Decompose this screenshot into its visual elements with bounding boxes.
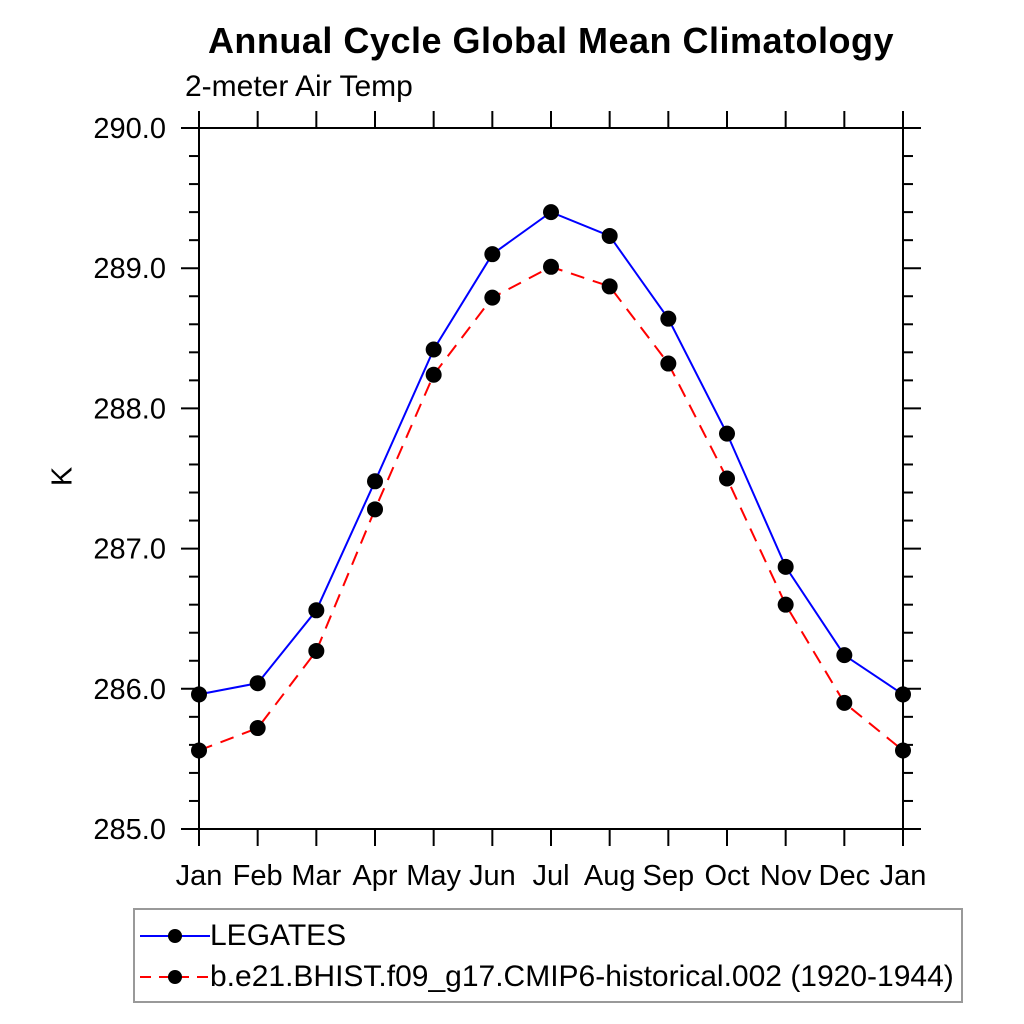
data-point-marker xyxy=(249,720,266,737)
data-point-marker xyxy=(719,425,735,442)
data-point-marker xyxy=(308,642,325,659)
data-point-marker xyxy=(425,341,442,358)
x-tick-label: Sep xyxy=(643,860,695,892)
plot-box xyxy=(198,127,904,830)
x-tick-label: Apr xyxy=(352,860,397,892)
legend-row-0: LEGATES xyxy=(135,915,961,956)
y-tick-label: 285.0 xyxy=(93,814,166,846)
x-tick-label: Jun xyxy=(469,860,516,892)
data-point-marker xyxy=(249,675,266,692)
chart-title: Annual Cycle Global Mean Climatology xyxy=(207,20,895,61)
x-tick-label: Jan xyxy=(880,860,927,892)
data-point-marker xyxy=(777,558,794,575)
x-tick-label: Oct xyxy=(704,860,749,892)
x-tick-label: Aug xyxy=(584,860,636,892)
y-tick-label: 287.0 xyxy=(93,534,166,566)
legend-label-0: LEGATES xyxy=(210,918,347,952)
data-point-marker xyxy=(367,501,383,518)
legend-row-1: b.e21.BHIST.f09_g17.CMIP6-historical.002… xyxy=(135,956,961,997)
data-point-marker xyxy=(308,602,325,619)
x-tick-label: Nov xyxy=(760,860,812,892)
legend: LEGATES b.e21.BHIST.f09_g17.CMIP6-histori… xyxy=(133,908,963,1003)
data-point-marker xyxy=(367,473,383,490)
data-point-marker xyxy=(836,647,853,664)
data-point-marker xyxy=(660,310,677,327)
data-point-marker xyxy=(601,278,618,295)
legend-label-1: b.e21.BHIST.f09_g17.CMIP6-historical.002… xyxy=(210,959,954,993)
data-point-marker xyxy=(719,470,735,487)
data-point-marker xyxy=(895,686,911,703)
y-tick-label: 289.0 xyxy=(93,253,166,285)
data-point-marker xyxy=(543,258,559,275)
legend-line-sample xyxy=(140,928,210,943)
y-tick-label: 290.0 xyxy=(93,113,166,145)
data-point-marker xyxy=(601,227,618,244)
data-point-marker xyxy=(543,204,559,221)
y-tick-label: 286.0 xyxy=(93,674,166,706)
data-point-marker xyxy=(484,289,501,306)
y-tick-label: 288.0 xyxy=(93,393,166,425)
series-line-0 xyxy=(198,210,904,696)
x-tick-label: Jul xyxy=(532,860,569,892)
data-point-marker xyxy=(484,246,501,263)
data-point-marker xyxy=(191,686,207,703)
x-tick-label: Mar xyxy=(291,860,341,892)
data-point-marker xyxy=(777,596,794,613)
data-point-marker xyxy=(425,366,442,383)
x-tick-label: Jan xyxy=(176,860,223,892)
x-tick-label: May xyxy=(406,860,461,892)
series-line-1 xyxy=(198,265,904,752)
x-tick-label: Feb xyxy=(233,860,283,892)
data-point-marker xyxy=(660,355,677,372)
legend-line-sample xyxy=(140,969,210,984)
x-tick-label: Dec xyxy=(819,860,871,892)
data-point-marker xyxy=(895,742,911,759)
data-point-marker xyxy=(836,694,853,711)
chart-subtitle: 2-meter Air Temp xyxy=(185,70,413,103)
data-point-marker xyxy=(191,742,207,759)
